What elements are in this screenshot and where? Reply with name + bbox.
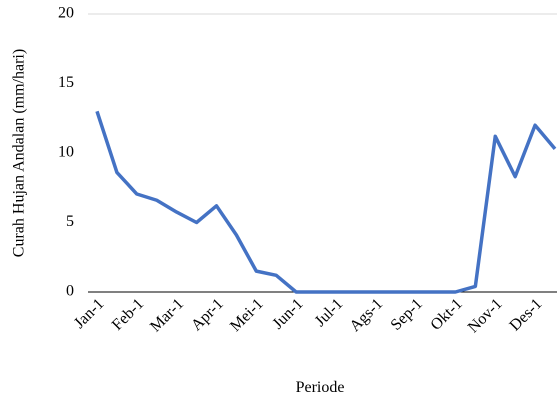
x-tick-label: Mar-1 <box>147 295 187 335</box>
series-line <box>95 110 557 294</box>
x-tick-label: Jan-1 <box>71 295 108 332</box>
x-tick-label: Apr-1 <box>188 295 227 334</box>
x-tick-label: Okt-1 <box>427 295 465 333</box>
y-tick-label: 5 <box>66 213 74 230</box>
y-tick-label: 0 <box>66 283 74 300</box>
x-tick-label: Jun-1 <box>269 295 306 332</box>
x-tick-label: Mei-1 <box>227 295 267 335</box>
y-tick-label: 10 <box>58 144 74 161</box>
y-tick-label: 15 <box>58 74 74 91</box>
x-axis-title: Periode <box>296 379 345 396</box>
y-tick-label: 20 <box>58 5 74 22</box>
y-axis-title: Curah Hujan Andalan (mm/hari) <box>11 49 28 257</box>
x-tick-label: Sep-1 <box>388 295 426 333</box>
x-tick-label: Ags-1 <box>347 295 387 335</box>
x-tick-label: Jul-1 <box>312 295 347 330</box>
x-tick-label: Des-1 <box>506 295 545 334</box>
x-tick-label: Nov-1 <box>465 295 506 336</box>
x-tick-label: Feb-1 <box>109 295 147 333</box>
